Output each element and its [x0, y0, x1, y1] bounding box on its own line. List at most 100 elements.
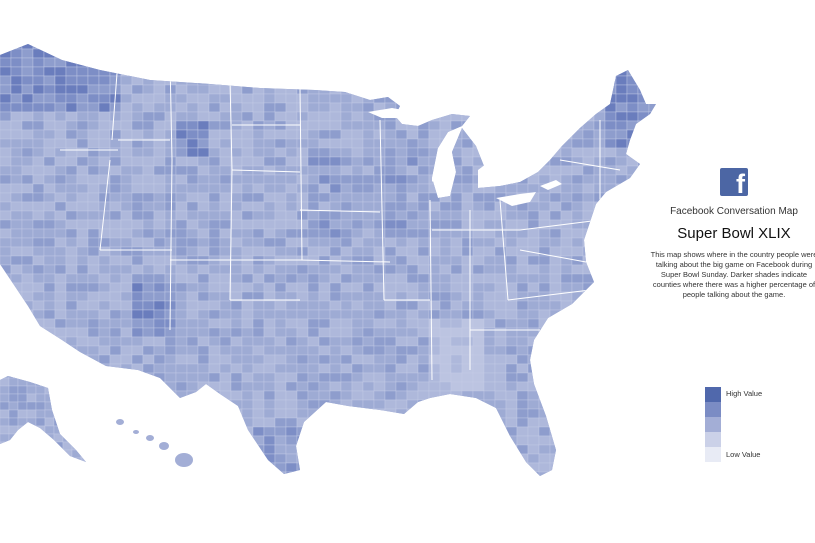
county-cell	[472, 255, 485, 266]
county-cell	[560, 426, 573, 437]
county-cell	[648, 462, 656, 473]
county-cell	[219, 102, 232, 113]
county-cell	[153, 309, 166, 320]
county-cell	[461, 390, 474, 401]
county-cell	[8, 376, 19, 379]
county-cell	[153, 129, 166, 140]
county-cell	[593, 426, 606, 437]
county-cell	[373, 201, 386, 212]
county-cell	[439, 363, 452, 374]
county-cell	[395, 84, 408, 95]
county-cell	[219, 210, 232, 221]
county-cell	[417, 93, 430, 104]
county-cell	[285, 336, 298, 347]
county-cell	[494, 102, 507, 113]
county-cell	[472, 435, 485, 446]
county-cell	[428, 102, 441, 113]
county-cell	[164, 471, 177, 476]
county-cell	[571, 228, 584, 239]
county-cell	[230, 264, 243, 275]
county-cell	[208, 399, 221, 410]
county-cell	[362, 66, 375, 77]
county-cell	[340, 57, 353, 68]
county-cell	[406, 174, 419, 185]
county-cell	[362, 237, 375, 248]
county-cell	[9, 466, 18, 474]
county-cell	[593, 390, 606, 401]
county-cell	[120, 237, 133, 248]
county-cell	[219, 129, 232, 140]
county-cell	[593, 75, 606, 86]
county-cell	[274, 453, 287, 464]
county-cell	[120, 174, 133, 185]
county-cell	[516, 102, 529, 113]
county-cell	[461, 327, 474, 338]
county-cell	[32, 165, 45, 176]
county-cell	[76, 156, 89, 167]
county-cell	[219, 354, 232, 365]
county-cell	[76, 345, 89, 356]
county-cell	[417, 336, 430, 347]
county-cell	[329, 345, 342, 356]
county-cell	[62, 425, 73, 435]
county-cell	[186, 309, 199, 320]
county-cell	[44, 393, 55, 403]
county-cell	[252, 363, 265, 374]
county-cell	[549, 111, 562, 122]
county-cell	[8, 433, 19, 443]
county-cell	[186, 399, 199, 410]
county-cell	[373, 471, 386, 476]
county-cell	[450, 147, 463, 158]
county-cell	[87, 417, 100, 428]
county-cell	[32, 453, 45, 464]
county-cell	[80, 457, 86, 462]
county-cell	[527, 129, 540, 140]
county-cell	[131, 390, 144, 401]
county-cell	[142, 48, 155, 59]
county-cell	[120, 255, 133, 266]
county-cell	[80, 377, 86, 387]
county-cell	[219, 57, 232, 68]
county-cell	[76, 300, 89, 311]
county-cell	[65, 327, 78, 338]
county-cell	[384, 147, 397, 158]
county-cell	[285, 192, 298, 203]
county-cell	[593, 309, 606, 320]
county-cell	[98, 282, 111, 293]
county-cell	[637, 57, 650, 68]
county-cell	[197, 120, 210, 131]
county-cell	[582, 129, 595, 140]
county-cell	[197, 282, 210, 293]
county-cell	[483, 120, 496, 131]
county-cell	[428, 318, 441, 329]
county-cell	[604, 138, 617, 149]
county-cell	[318, 210, 331, 221]
county-cell	[505, 84, 518, 95]
county-cell	[417, 408, 430, 419]
county-cell	[186, 84, 199, 95]
county-cell	[208, 453, 221, 464]
county-cell	[417, 453, 430, 464]
county-cell	[142, 417, 155, 428]
county-cell	[186, 48, 199, 59]
county-cell	[527, 309, 540, 320]
county-cell	[26, 377, 37, 387]
county-cell	[571, 417, 584, 428]
county-cell	[263, 48, 276, 59]
county-cell	[142, 471, 155, 476]
county-cell	[131, 381, 144, 392]
county-cell	[219, 93, 232, 104]
county-cell	[26, 409, 37, 419]
county-cell	[109, 363, 122, 374]
county-cell	[395, 264, 408, 275]
county-cell	[109, 219, 122, 230]
county-cell	[582, 435, 595, 446]
county-cell	[362, 165, 375, 176]
county-cell	[98, 138, 111, 149]
county-cell	[593, 264, 606, 275]
county-cell	[109, 399, 122, 410]
county-cell	[274, 399, 287, 410]
county-cell	[637, 408, 650, 419]
county-cell	[615, 84, 628, 95]
county-cell	[637, 327, 650, 338]
